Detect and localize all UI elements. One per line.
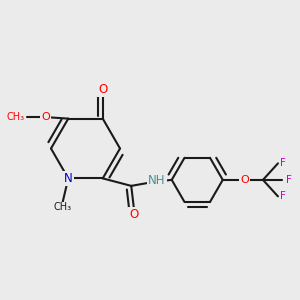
- Text: F: F: [280, 191, 286, 201]
- Text: CH₃: CH₃: [53, 202, 71, 212]
- Text: F: F: [280, 158, 286, 168]
- Text: O: O: [240, 175, 249, 185]
- Text: N: N: [64, 172, 73, 185]
- Text: O: O: [98, 83, 107, 96]
- Text: O: O: [130, 208, 139, 221]
- Text: CH₃: CH₃: [7, 112, 25, 122]
- Text: F: F: [286, 175, 291, 185]
- Text: NH: NH: [148, 174, 166, 187]
- Text: O: O: [41, 112, 50, 122]
